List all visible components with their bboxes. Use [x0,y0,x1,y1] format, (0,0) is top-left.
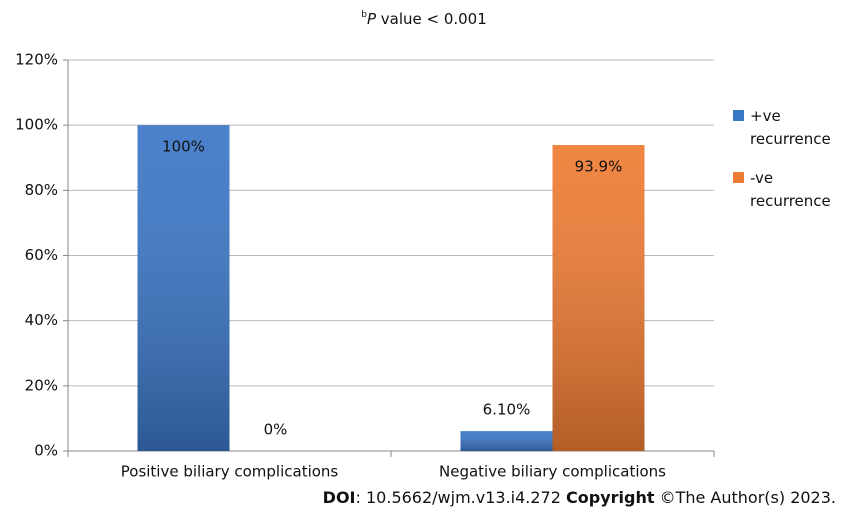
copyright: ©The Author(s) 2023. [654,488,836,507]
doi-label: DOI [322,488,356,507]
title-variable: P [367,10,377,28]
y-tick-label: 120% [15,51,58,69]
y-tick-label: 0% [34,442,58,460]
legend-entry: -ve recurrence [733,167,848,213]
y-tick-label: 40% [25,311,58,329]
chart-title: bP value < 0.001 [361,10,487,28]
footer: DOI: 10.5662/wjm.v13.i4.272 Copyright ©T… [323,488,836,507]
bar-shade [460,431,553,451]
x-tick-label: Negative biliary complications [439,463,666,481]
title-superscript: b [361,10,367,20]
bar-shade [137,125,230,452]
y-tick-label: 100% [15,116,58,134]
legend-swatch [733,110,744,121]
data-label: 0% [264,421,288,439]
legend-label: -ve recurrence [750,169,831,210]
doi: : 10.5662/wjm.v13.i4.272 [355,488,566,507]
legend-label: +ve recurrence [750,107,831,148]
legend-entry: +ve recurrence [733,105,848,151]
copyright-label: Copyright [566,488,655,507]
y-tick-label: 80% [25,181,58,199]
legend-swatch [733,172,744,183]
bar-shade [552,145,645,452]
y-tick-label: 60% [25,246,58,264]
data-label: 100% [162,138,205,156]
data-label: 93.9% [575,158,623,176]
title-text: value < 0.001 [376,10,487,28]
y-tick-label: 20% [25,376,58,394]
data-label: 6.10% [483,401,531,419]
x-tick-label: Positive biliary complications [121,463,339,481]
